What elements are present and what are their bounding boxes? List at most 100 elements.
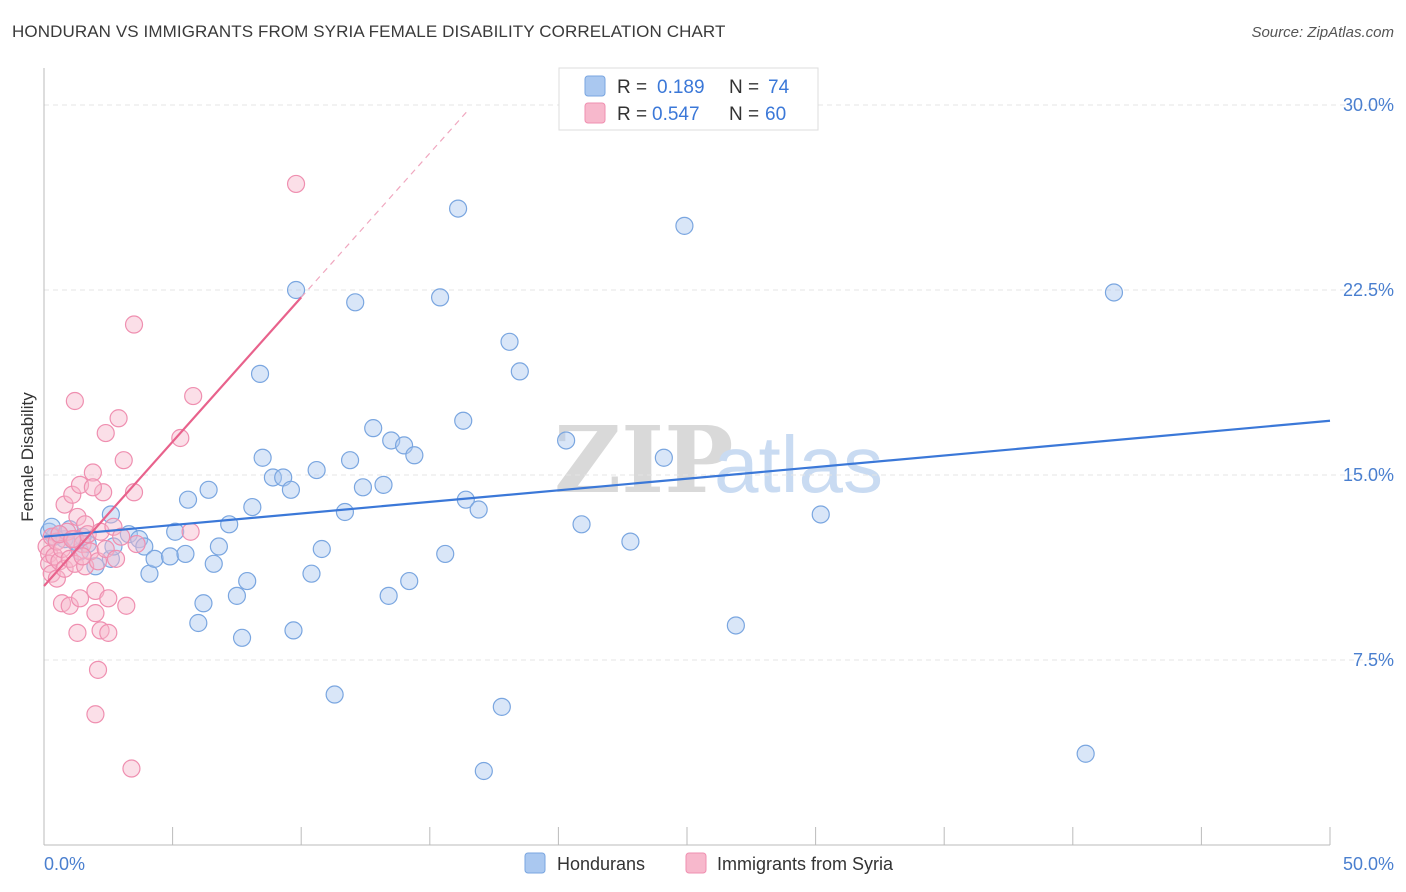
point-hondurans (1076, 744, 1095, 763)
watermark-zip: ZIP (554, 406, 733, 514)
point-hondurans (325, 685, 344, 704)
y-tick-label: 15.0% (1343, 465, 1394, 485)
point-hondurans (302, 564, 321, 583)
y-tick-label: 7.5% (1353, 650, 1394, 670)
legend-swatch-hondurans (584, 75, 606, 97)
point-hondurans (263, 468, 283, 487)
point-syria (68, 507, 87, 527)
point-syria (171, 428, 190, 448)
legend-swatch-syria (584, 102, 606, 124)
point-hondurans (178, 490, 198, 509)
legend-top: R = 0.189 N = 74 R = 0.547 N = 60 (558, 67, 819, 131)
point-hondurans (430, 288, 450, 307)
bottom-legend-swatch-syria (685, 852, 707, 874)
point-syria (55, 559, 74, 578)
point-hondurans (166, 522, 185, 541)
point-syria (45, 547, 64, 566)
point-hondurans (500, 332, 519, 351)
y-axis-label: Female Disability (18, 392, 37, 522)
point-hondurans (286, 280, 306, 300)
chart-title: HONDURAN VS IMMIGRANTS FROM SYRIA FEMALE… (12, 22, 726, 41)
legend-bottom: Hondurans Immigrants from Syria (524, 852, 894, 874)
trend-line-syria (43, 296, 303, 587)
series-hondurans (40, 199, 1124, 781)
point-syria (83, 478, 102, 497)
point-syria (60, 596, 79, 615)
point-hondurans (1104, 283, 1124, 302)
point-hondurans (675, 216, 694, 235)
point-hondurans (281, 480, 301, 499)
point-hondurans (353, 478, 373, 497)
bottom-legend-label-hondurans: Hondurans (557, 854, 645, 874)
point-syria (68, 623, 87, 642)
point-hondurans (232, 628, 252, 647)
point-syria (106, 549, 126, 568)
point-hondurans (238, 571, 257, 591)
point-syria (117, 596, 136, 615)
point-syria (112, 527, 131, 546)
point-syria (286, 174, 306, 194)
point-hondurans (340, 451, 360, 470)
point-syria (99, 623, 118, 642)
point-hondurans (204, 554, 223, 573)
point-hondurans (145, 549, 164, 568)
point-syria (86, 604, 105, 623)
series-syria (37, 174, 306, 778)
legend-r-label-2: R = (617, 104, 647, 125)
point-hondurans (374, 475, 393, 494)
chart-source: Source: ZipAtlas.com (1251, 24, 1394, 41)
point-hondurans (572, 515, 591, 534)
x-axis-ticks (43, 827, 1331, 845)
watermark: ZIP atlas (554, 406, 883, 514)
point-syria (63, 485, 82, 504)
point-syria (127, 534, 146, 554)
point-hondurans (364, 419, 383, 438)
point-hondurans (557, 431, 576, 450)
point-syria (184, 386, 203, 406)
point-syria (96, 423, 115, 443)
point-hondurans (346, 293, 365, 312)
point-hondurans (454, 411, 473, 430)
legend-n-label-2: N = (729, 104, 759, 125)
x-tick-label-max: 50.0% (1343, 854, 1394, 874)
point-hondurans (243, 497, 262, 517)
point-hondurans (284, 621, 303, 640)
point-syria (109, 409, 128, 428)
legend-r-label-1: R = (617, 77, 647, 98)
point-syria (37, 537, 56, 556)
legend-n-label-1: N = (729, 77, 759, 98)
trend-line-syria-extension (300, 109, 469, 298)
point-hondurans (448, 199, 468, 218)
legend-r-value-2: 0.547 (652, 104, 700, 125)
point-hondurans (176, 544, 195, 564)
point-hondurans (199, 480, 218, 499)
y-tick-label: 22.5% (1343, 280, 1394, 300)
point-syria (55, 495, 74, 514)
point-hondurans (253, 448, 272, 467)
point-hondurans (160, 547, 180, 566)
trend-line-hondurans (43, 419, 1331, 538)
point-syria (181, 522, 200, 541)
point-hondurans (189, 613, 208, 633)
point-hondurans (227, 586, 246, 605)
point-hondurans (209, 537, 228, 556)
point-hondurans (469, 500, 488, 519)
point-syria (114, 451, 133, 470)
trend-lines (43, 109, 1331, 587)
point-hondurans (312, 539, 331, 559)
point-syria (73, 547, 92, 566)
point-hondurans (379, 586, 398, 605)
point-hondurans (436, 544, 455, 564)
bottom-legend-swatch-hondurans (524, 852, 546, 874)
legend-r-value-1: 0.189 (657, 77, 705, 98)
legend-n-value-1: 74 (768, 77, 790, 98)
point-syria (65, 391, 84, 411)
y-tick-label: 30.0% (1343, 95, 1394, 115)
watermark-atlas: atlas (714, 420, 883, 509)
point-syria (122, 759, 141, 778)
point-syria (70, 589, 90, 608)
point-hondurans (726, 616, 745, 635)
point-syria (124, 315, 144, 334)
point-hondurans (307, 460, 326, 480)
point-hondurans (405, 446, 424, 465)
